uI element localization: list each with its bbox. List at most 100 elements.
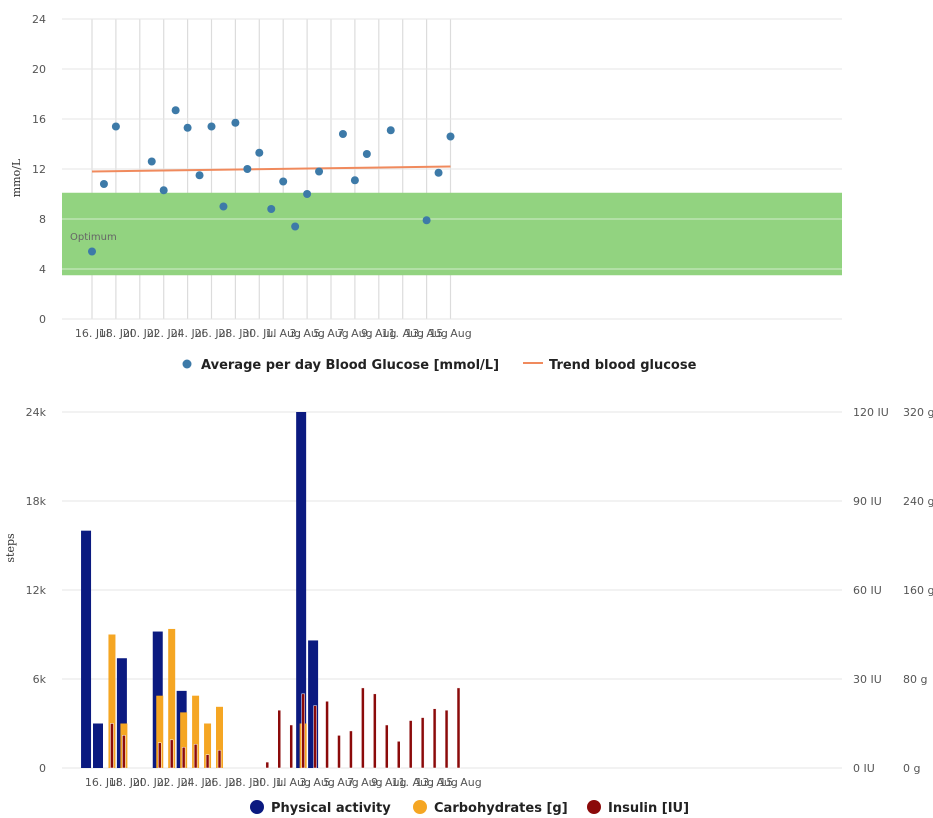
insulin-bar[interactable] bbox=[373, 693, 377, 769]
legend-item-physical-activity[interactable]: Physical activity bbox=[250, 800, 391, 816]
glucose-point[interactable] bbox=[422, 216, 431, 225]
insulin-bar[interactable] bbox=[265, 761, 270, 769]
glucose-point[interactable] bbox=[88, 247, 96, 256]
glucose-point[interactable] bbox=[195, 171, 204, 180]
glucose-point[interactable] bbox=[267, 205, 276, 213]
insulin-bar[interactable] bbox=[205, 754, 210, 769]
glucose-x-tick-label: 11. Aug bbox=[381, 327, 423, 340]
steps-bar[interactable] bbox=[296, 412, 307, 768]
legend-item-average-glucose[interactable]: Average per day Blood Glucose [mmol/L] bbox=[182, 358, 500, 373]
glucose-point[interactable] bbox=[243, 165, 252, 173]
insulin-bar[interactable] bbox=[169, 739, 174, 769]
glucose-point[interactable] bbox=[350, 176, 359, 185]
glucose-point[interactable] bbox=[446, 132, 455, 141]
activity-x-tick-label: 22. Jul bbox=[157, 776, 191, 789]
carbs-bar[interactable] bbox=[180, 712, 188, 768]
insulin-bar[interactable] bbox=[110, 723, 114, 769]
glucose-point[interactable] bbox=[303, 190, 312, 198]
steps-axis-title: steps bbox=[4, 533, 17, 563]
glucose-x-tick-label: 30. Jul bbox=[242, 327, 276, 340]
insulin-bar[interactable] bbox=[193, 744, 198, 769]
carbs-bar[interactable] bbox=[168, 628, 176, 768]
glucose-x-tick-label: 24. Jul bbox=[170, 327, 204, 340]
insulin-bar[interactable] bbox=[432, 708, 437, 769]
insulin-bar[interactable] bbox=[444, 709, 449, 769]
insulin-bar[interactable] bbox=[408, 720, 413, 769]
glucose-legend: Average per day Blood Glucose [mmol/L] T… bbox=[182, 358, 697, 373]
insulin-bar[interactable] bbox=[301, 693, 305, 769]
activity-chart: 0 6k 12k 18k 24k 0 IU 30 IU 60 IU 90 IU 120 IU 0… bbox=[0, 380, 933, 818]
insulin-bar[interactable] bbox=[181, 746, 186, 769]
glucose-point[interactable] bbox=[183, 123, 192, 132]
legend-item-insulin[interactable]: Insulin [IU] bbox=[587, 800, 689, 816]
glucose-point[interactable] bbox=[255, 148, 264, 157]
insulin-bar[interactable] bbox=[337, 735, 341, 769]
insulin-bar[interactable] bbox=[313, 705, 317, 769]
insulin-y-tick-label: 120 IU bbox=[853, 406, 889, 419]
activity-x-tick-label: 13. Aug bbox=[415, 776, 457, 789]
activity-x-tick-label: 3. Aug bbox=[299, 776, 334, 789]
carbs-bar[interactable] bbox=[204, 723, 212, 769]
glucose-x-tick-label: 26. Jul bbox=[194, 327, 228, 340]
glucose-point[interactable] bbox=[147, 157, 156, 166]
carbs-bar[interactable] bbox=[192, 695, 200, 768]
insulin-bar[interactable] bbox=[217, 749, 222, 769]
steps-bar[interactable] bbox=[308, 640, 319, 768]
activity-x-tick-label: 28. Jul bbox=[228, 776, 262, 789]
glucose-y-tick-label: 4 bbox=[39, 263, 46, 276]
glucose-point[interactable] bbox=[159, 186, 168, 195]
activity-grid bbox=[62, 411, 842, 769]
insulin-y-tick-label: 0 IU bbox=[853, 762, 875, 775]
activity-x-tick-label: 30. Jul bbox=[252, 776, 286, 789]
glucose-point[interactable] bbox=[315, 167, 324, 176]
steps-bar[interactable] bbox=[81, 530, 92, 768]
insulin-bar[interactable] bbox=[158, 742, 162, 769]
insulin-bar[interactable] bbox=[349, 730, 353, 769]
optimum-band bbox=[62, 192, 842, 276]
insulin-bar[interactable] bbox=[277, 709, 281, 769]
carbs-y-tick-label: 160 g bbox=[903, 584, 933, 597]
glucose-point[interactable] bbox=[231, 118, 240, 127]
steps-bar[interactable] bbox=[116, 658, 127, 768]
glucose-point[interactable] bbox=[338, 130, 347, 138]
activity-x-tick-label: 26. Jul bbox=[204, 776, 238, 789]
glucose-point[interactable] bbox=[386, 126, 395, 135]
carbs-bar[interactable] bbox=[216, 706, 223, 768]
carbs-y-tick-label: 240 g bbox=[903, 495, 933, 508]
steps-bar[interactable] bbox=[93, 723, 103, 769]
glucose-point[interactable] bbox=[219, 202, 228, 211]
insulin-bar[interactable] bbox=[122, 735, 126, 769]
glucose-point[interactable] bbox=[362, 150, 371, 158]
carbs-bar[interactable] bbox=[108, 634, 116, 769]
insulin-bar[interactable] bbox=[385, 724, 389, 769]
insulin-bar[interactable] bbox=[397, 741, 401, 769]
insulin-bar[interactable] bbox=[420, 717, 425, 769]
carbs-y-tick-label: 80 g bbox=[903, 673, 927, 686]
carbs-bar[interactable] bbox=[156, 695, 164, 768]
glucose-point[interactable] bbox=[207, 122, 216, 131]
glucose-y-tick-label: 12 bbox=[32, 163, 46, 176]
glucose-y-tick-label: 8 bbox=[39, 213, 46, 226]
glucose-x-tick-label: 13. Aug bbox=[405, 327, 447, 340]
glucose-point[interactable] bbox=[291, 222, 300, 231]
legend-item-carbohydrates[interactable]: Carbohydrates [g] bbox=[413, 800, 568, 816]
legend-label-average-glucose: Average per day Blood Glucose [mmol/L] bbox=[201, 358, 499, 373]
glucose-point[interactable] bbox=[171, 106, 180, 115]
insulin-y-tick-label: 30 IU bbox=[853, 673, 882, 686]
insulin-bar[interactable] bbox=[456, 687, 461, 769]
activity-x-tick-label: 1. Aug bbox=[275, 776, 310, 789]
insulin-bar[interactable] bbox=[289, 724, 293, 769]
glucose-y-ticks: 0 4 8 12 16 20 24 bbox=[32, 13, 46, 326]
glucose-x-tick-label: 28. Jul bbox=[218, 327, 252, 340]
carbs-bars bbox=[108, 628, 307, 769]
glucose-point[interactable] bbox=[111, 122, 120, 131]
insulin-bar[interactable] bbox=[325, 701, 329, 769]
glucose-x-tick-label: 7. Aug bbox=[337, 327, 372, 340]
glucose-point[interactable] bbox=[99, 180, 108, 188]
glucose-point[interactable] bbox=[279, 177, 288, 186]
legend-item-trend[interactable]: Trend blood glucose bbox=[523, 358, 697, 373]
glucose-x-tick-label: 15. Aug bbox=[429, 327, 471, 340]
insulin-bar[interactable] bbox=[361, 687, 365, 769]
glucose-point[interactable] bbox=[434, 168, 443, 177]
